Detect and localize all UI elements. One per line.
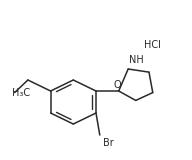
Text: H₃C: H₃C — [12, 88, 30, 98]
Text: HCl: HCl — [144, 40, 161, 50]
Text: NH: NH — [129, 55, 144, 65]
Text: O: O — [114, 80, 122, 90]
Text: Br: Br — [103, 138, 113, 148]
